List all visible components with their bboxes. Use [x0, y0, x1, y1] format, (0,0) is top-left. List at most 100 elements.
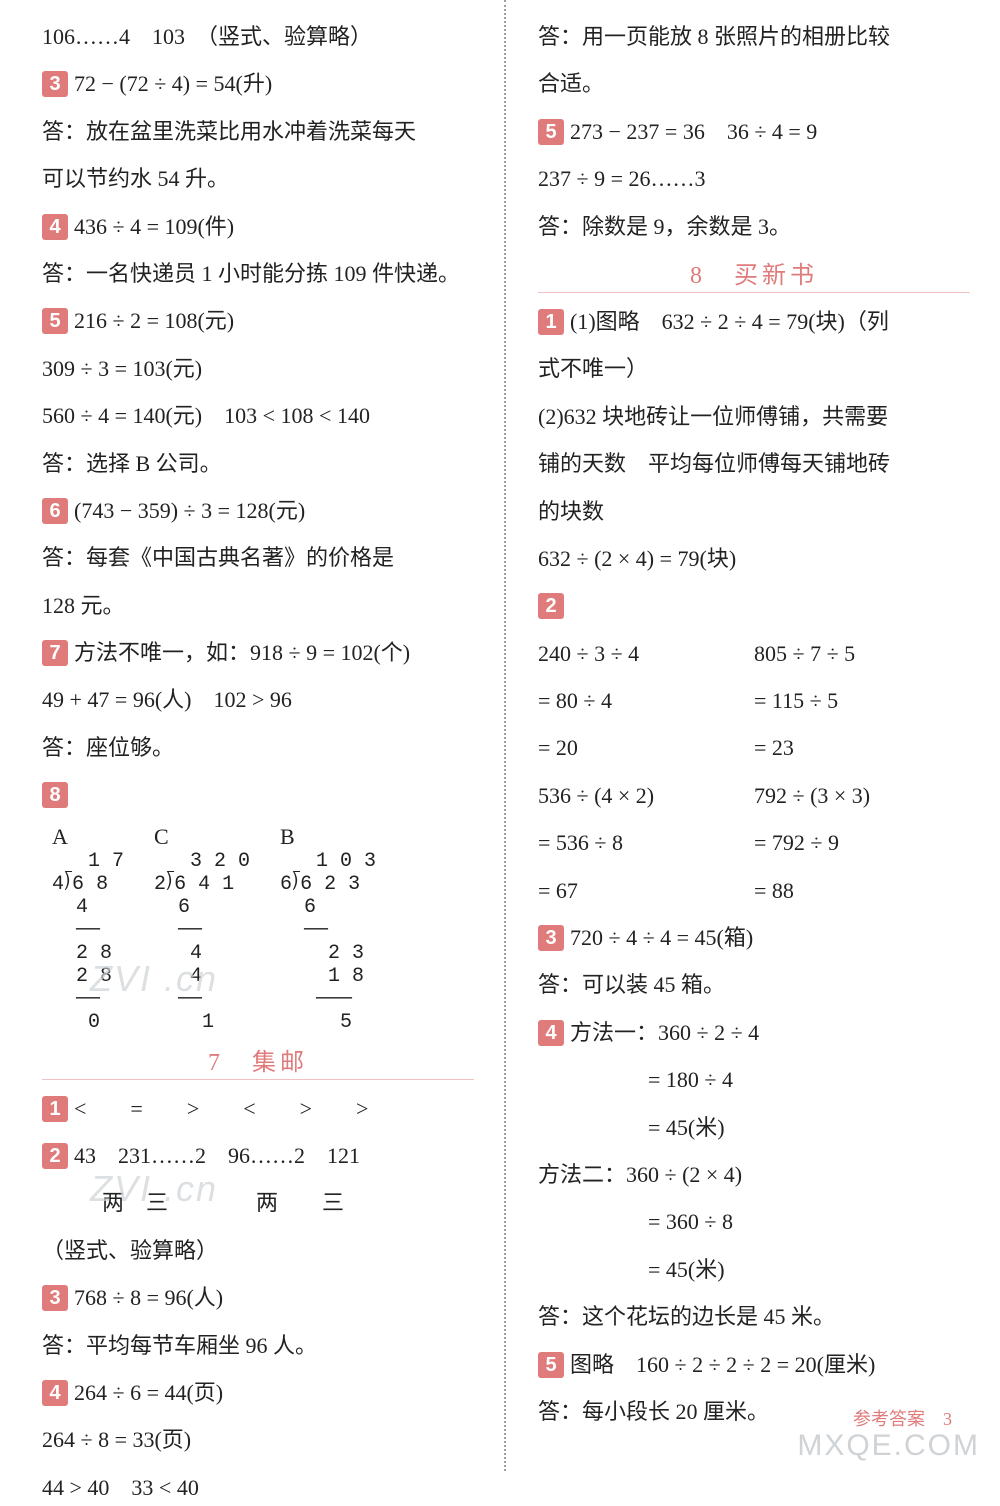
expr: = 67 — [538, 872, 754, 909]
text: 两 三 两 三 — [42, 1184, 474, 1221]
text: 5216 ÷ 2 = 108(元) — [42, 302, 474, 339]
badge-8: 8 — [42, 782, 68, 808]
page-number-label: 参考答案 — [853, 1409, 925, 1429]
badge-6: 6 — [42, 498, 68, 524]
text: 44 > 40 33 < 40 — [42, 1469, 474, 1506]
text: 1< = > < > > — [42, 1090, 474, 1127]
long-division-row: A 1 7 4⟌6 8 4 ── 2 8 2 8 ── 0 C 3 2 0 2⟌… — [52, 824, 474, 1034]
label: B — [280, 824, 295, 849]
badge-7: 7 — [42, 640, 68, 666]
text: 答：除数是 9，余数是 3。 — [538, 208, 970, 245]
expr: 264 ÷ 6 = 44(页) — [74, 1380, 223, 1405]
expr: 图略 160 ÷ 2 ÷ 2 ÷ 2 = 20(厘米) — [570, 1352, 875, 1377]
text: 答：平均每节车厢坐 96 人。 — [42, 1327, 474, 1364]
page-number-value: 3 — [943, 1409, 952, 1429]
badge-4b: 4 — [42, 1380, 68, 1406]
text: 式不唯一） — [538, 350, 970, 387]
page-number: 参考答案 3 — [853, 1405, 952, 1431]
expr: 216 ÷ 2 = 108(元) — [74, 308, 234, 333]
expr: = 20 — [538, 729, 754, 766]
expr: 536 ÷ (4 × 2) — [538, 777, 754, 814]
expr: = 45(米) — [538, 1251, 970, 1288]
text: 237 ÷ 9 = 26……3 — [538, 160, 970, 197]
text: 答：每套《中国古典名著》的价格是 — [42, 539, 474, 576]
text: 3720 ÷ 4 ÷ 4 = 45(箱) — [538, 919, 970, 956]
badge-3: 3 — [42, 71, 68, 97]
text: 372 − (72 ÷ 4) = 54(升) — [42, 65, 474, 102]
label: C — [154, 824, 169, 849]
expr: 805 ÷ 7 ÷ 5 — [754, 635, 970, 672]
expr: 273 − 237 = 36 36 ÷ 4 = 9 — [570, 119, 817, 144]
text: 3768 ÷ 8 = 96(人) — [42, 1279, 474, 1316]
right-column: 答：用一页能放 8 张照片的相册比较 合适。 5273 − 237 = 36 3… — [504, 0, 1000, 1471]
text: 128 元。 — [42, 587, 474, 624]
footer-watermark: MXQE.COM — [797, 1429, 980, 1463]
text: 答：放在盆里洗菜比用水冲着洗菜每天 — [42, 113, 474, 150]
badge-5: 5 — [42, 308, 68, 334]
expr: 240 ÷ 3 ÷ 4 — [538, 635, 754, 672]
badge-4: 4 — [538, 1020, 564, 1046]
expr: 方法不唯一，如：918 ÷ 9 = 102(个) — [74, 640, 410, 665]
badge-3b: 3 — [42, 1285, 68, 1311]
badge-1: 1 — [42, 1096, 68, 1122]
text: 答：这个花坛的边长是 45 米。 — [538, 1298, 970, 1335]
expr: (743 − 359) ÷ 3 = 128(元) — [74, 498, 305, 523]
expr: = 115 ÷ 5 — [754, 682, 970, 719]
section-8-heading: 8 买新书 — [538, 255, 970, 293]
text: 答：座位够。 — [42, 729, 474, 766]
text: 49 + 47 = 96(人) 102 > 96 — [42, 681, 474, 718]
expr: = 360 ÷ 8 — [538, 1203, 970, 1240]
expr: 768 ÷ 8 = 96(人) — [74, 1285, 223, 1310]
longdiv-work: 1 0 3 6⟌6 2 3 6 ── 2 3 1 8 ─── 5 — [280, 850, 376, 1034]
expr: = 88 — [754, 872, 970, 909]
text: 答：可以装 45 箱。 — [538, 966, 970, 1003]
text: 4264 ÷ 6 = 44(页) — [42, 1374, 474, 1411]
expr: = 180 ÷ 4 — [538, 1061, 970, 1098]
badge-4: 4 — [42, 214, 68, 240]
expr: = 792 ÷ 9 — [754, 824, 970, 861]
page: 106……4 103 （竖式、验算略） 372 − (72 ÷ 4) = 54(… — [0, 0, 1000, 1471]
text: 5273 − 237 = 36 36 ÷ 4 = 9 — [538, 113, 970, 150]
text: 答：用一页能放 8 张照片的相册比较 — [538, 18, 970, 55]
expr: 43 231……2 96……2 121 — [74, 1143, 360, 1168]
expr: = 536 ÷ 8 — [538, 824, 754, 861]
text: 4436 ÷ 4 = 109(件) — [42, 208, 474, 245]
expr: = 45(米) — [538, 1109, 970, 1146]
expr: 792 ÷ (3 × 3) — [754, 777, 970, 814]
text: 632 ÷ (2 × 4) = 79(块) — [538, 540, 970, 577]
section-7-heading: 7 集邮 — [42, 1042, 474, 1080]
text: 1(1)图略 632 ÷ 2 ÷ 4 = 79(块)（列 — [538, 303, 970, 340]
two-column-work: 240 ÷ 3 ÷ 4 = 80 ÷ 4 = 20 536 ÷ (4 × 2) … — [538, 635, 970, 919]
longdiv-b: B 1 0 3 6⟌6 2 3 6 ── 2 3 1 8 ─── 5 — [280, 824, 376, 1034]
text: 243 231……2 96……2 121 — [42, 1137, 474, 1174]
text: 560 ÷ 4 = 140(元) 103 < 108 < 140 — [42, 397, 474, 434]
expr: 方法一：360 ÷ 2 ÷ 4 — [570, 1020, 759, 1045]
longdiv-work: 3 2 0 2⟌6 4 1 6 ── 4 4 ── 1 — [154, 850, 250, 1034]
text: 合适。 — [538, 65, 970, 102]
expr: = 23 — [754, 729, 970, 766]
left-column: 106……4 103 （竖式、验算略） 372 − (72 ÷ 4) = 54(… — [0, 0, 504, 1471]
text: （竖式、验算略） — [42, 1232, 474, 1269]
label: A — [52, 824, 68, 849]
text: 264 ÷ 8 = 33(页) — [42, 1421, 474, 1458]
text: 309 ÷ 3 = 103(元) — [42, 350, 474, 387]
text: 106……4 103 （竖式、验算略） — [42, 18, 474, 55]
text: 7方法不唯一，如：918 ÷ 9 = 102(个) — [42, 634, 474, 671]
text: (2)632 块地砖让一位师傅铺，共需要 — [538, 398, 970, 435]
text: 的块数 — [538, 493, 970, 530]
expr: 720 ÷ 4 ÷ 4 = 45(箱) — [570, 925, 753, 950]
work-col-b: 805 ÷ 7 ÷ 5 = 115 ÷ 5 = 23 792 ÷ (3 × 3)… — [754, 635, 970, 919]
expr: (1)图略 632 ÷ 2 ÷ 4 = 79(块)（列 — [570, 309, 889, 334]
expr: < = > < > > — [74, 1096, 368, 1121]
text: 答：一名快递员 1 小时能分拣 109 件快递。 — [42, 255, 474, 292]
text: 2 — [538, 587, 970, 624]
badge-2: 2 — [42, 1143, 68, 1169]
text: 方法二：360 ÷ (2 × 4) — [538, 1156, 970, 1193]
expr: = 80 ÷ 4 — [538, 682, 754, 719]
badge-5b: 5 — [538, 1352, 564, 1378]
expr: 72 − (72 ÷ 4) = 54(升) — [74, 71, 272, 96]
text: 6(743 − 359) ÷ 3 = 128(元) — [42, 492, 474, 529]
badge-5: 5 — [538, 119, 564, 145]
expr: 436 ÷ 4 = 109(件) — [74, 214, 234, 239]
badge-3: 3 — [538, 925, 564, 951]
